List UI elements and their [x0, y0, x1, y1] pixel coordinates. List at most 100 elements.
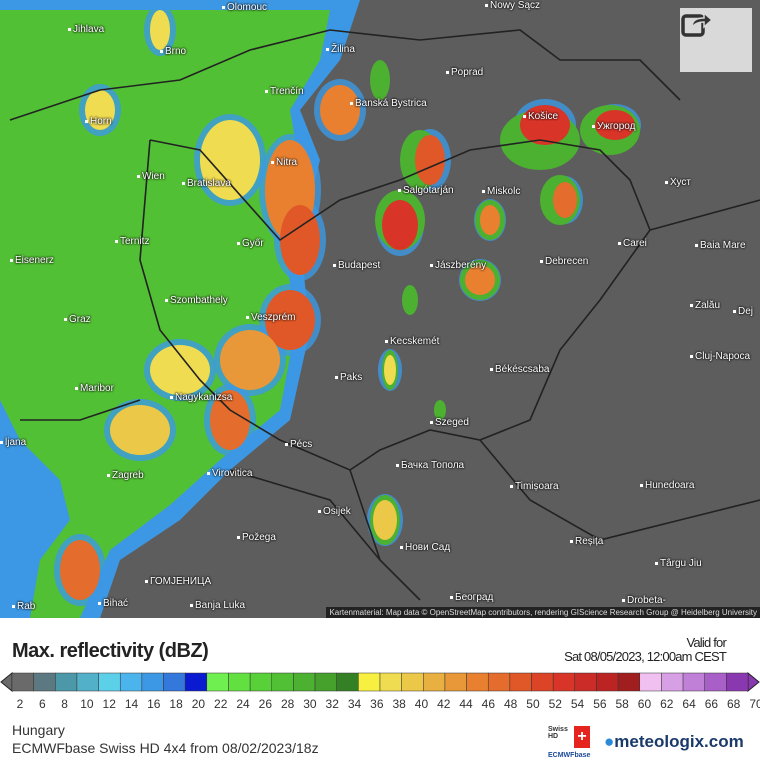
scale-tick-label: 20: [191, 697, 206, 711]
city-label: Budapest: [333, 260, 380, 271]
country-border: [229, 469, 381, 561]
city-label: Jászberény: [430, 260, 486, 271]
city-label: Hunedoara: [640, 480, 694, 491]
city-label: Brno: [160, 46, 186, 57]
city-label: Jihlava: [68, 24, 104, 35]
city-label: Szeged: [430, 417, 469, 428]
scale-tick-label: 46: [481, 697, 496, 711]
scale-tick-label: 16: [147, 697, 161, 711]
scale-tick-label: 40: [414, 697, 429, 711]
city-label: ljana: [0, 437, 26, 448]
scale-bin: [726, 672, 749, 692]
scale-bin: [682, 672, 705, 692]
scale-tick-label: 12: [102, 697, 116, 711]
scale-bin: [379, 672, 402, 692]
map-attribution: Kartenmaterial: Map data © OpenStreetMap…: [326, 607, 760, 618]
city-label: Wien: [137, 171, 165, 182]
scale-bin: [293, 672, 316, 692]
valid-time: Valid for Sat 08/05/2023, 12:00am CEST: [564, 635, 727, 664]
scale-bin: [596, 672, 619, 692]
share-button[interactable]: [680, 8, 752, 72]
echo-cell-core: [320, 85, 360, 135]
echo-cell: [434, 400, 446, 420]
city-label: Нови Сад: [400, 542, 450, 553]
city-label: Rab: [12, 601, 35, 612]
country-border: [20, 399, 141, 421]
valid-datetime: Sat 08/05/2023, 12:00am CEST: [564, 649, 727, 664]
echo-cell-core: [415, 135, 445, 185]
scale-bin: [466, 672, 489, 692]
city-label: Kecskemét: [385, 336, 439, 347]
city-label: Nowy Sącz: [485, 0, 540, 11]
city-label: Poprad: [446, 67, 483, 78]
echo-cell-core: [280, 205, 320, 275]
city-label: Salgótarján: [398, 185, 454, 196]
city-label: Београд: [450, 592, 493, 603]
scale-bin: [509, 672, 532, 692]
scale-bin: [11, 672, 34, 692]
scale-tick-label: 34: [347, 697, 362, 711]
scale-bin: [55, 672, 78, 692]
city-label: Košice: [523, 111, 558, 122]
scale-tick-label: 44: [459, 697, 473, 711]
city-label: Debrecen: [540, 256, 588, 267]
legend-title: Max. reflectivity (dBZ): [12, 640, 209, 662]
city-label: Carei: [618, 238, 647, 249]
scale-bin: [206, 672, 229, 692]
scale-tick-label: 28: [280, 697, 295, 711]
scale-tick-label: 14: [124, 697, 139, 711]
radar-overlay: [0, 0, 760, 618]
city-label: ГОМЈЕНИЦА: [145, 576, 211, 587]
city-label: Ternitz: [115, 236, 149, 247]
city-label: Szombathely: [165, 295, 228, 306]
echo-cell-core: [110, 405, 170, 455]
country-border: [9, 29, 681, 121]
scale-bin: [271, 672, 294, 692]
swiss-hd-badge: Swiss HD + ECMWFbase: [548, 726, 598, 764]
city-label: Drobeta-: [622, 595, 666, 606]
scale-tick-label: 8: [61, 697, 68, 711]
scale-left-arrow: [0, 672, 13, 692]
city-label: Eisenerz: [10, 255, 54, 266]
scale-tick-label: 50: [526, 697, 540, 711]
city-label: Žilina: [326, 44, 355, 55]
badge-top-text: Swiss HD: [548, 726, 568, 740]
scale-tick-label: 24: [236, 697, 250, 711]
scale-bin: [487, 672, 511, 692]
scale-tick-label: 2: [16, 697, 24, 711]
scale-bin: [314, 672, 337, 692]
city-label: Horn: [85, 116, 112, 127]
city-label: Cluj-Napoca: [690, 351, 750, 362]
meteologix-logo[interactable]: ●meteologix.com: [604, 732, 744, 752]
scale-right-arrow: [747, 672, 760, 692]
city-label: Požega: [237, 532, 276, 543]
city-label: Graz: [64, 314, 91, 325]
scale-bin: [184, 672, 208, 692]
city-label: Banská Bystrica: [350, 98, 427, 109]
echo-cell-core: [373, 500, 397, 540]
city-label: Ужгород: [592, 121, 635, 132]
echo-cell-core: [150, 345, 210, 395]
color-scale-bar: [0, 672, 760, 692]
reflectivity-map[interactable]: Olomouc Nowy Sącz Jihlava Brno Žilina Poprad T…: [0, 0, 760, 618]
scale-tick-label: 52: [548, 697, 562, 711]
scale-tick-label: 6: [38, 697, 46, 711]
scale-tick-label: 26: [258, 697, 273, 711]
scale-tick-label: 64: [682, 697, 696, 711]
swiss-flag-icon: +: [574, 726, 590, 748]
valid-label: Valid for: [686, 635, 726, 650]
city-label: Bihać: [98, 598, 128, 609]
scale-bin: [336, 672, 359, 692]
city-label: Paks: [335, 372, 362, 383]
scale-bin: [401, 672, 424, 692]
drop-logo-icon: ●: [604, 732, 615, 751]
color-scale-ticks: 2 6 8 10 12 14 16 18 20 22 24 26 28 30 32 34 36 38 40 42 44 4…: [0, 697, 760, 711]
echo-cell-core: [384, 355, 396, 385]
city-label: Zalău: [690, 300, 720, 311]
city-label: Nagykanizsa: [170, 392, 232, 403]
echo-cell-core: [382, 200, 418, 250]
scale-tick-label: 30: [303, 697, 317, 711]
scale-tick-label: 62: [660, 697, 674, 711]
scale-bin: [704, 672, 727, 692]
echo-cell-core: [60, 540, 100, 600]
